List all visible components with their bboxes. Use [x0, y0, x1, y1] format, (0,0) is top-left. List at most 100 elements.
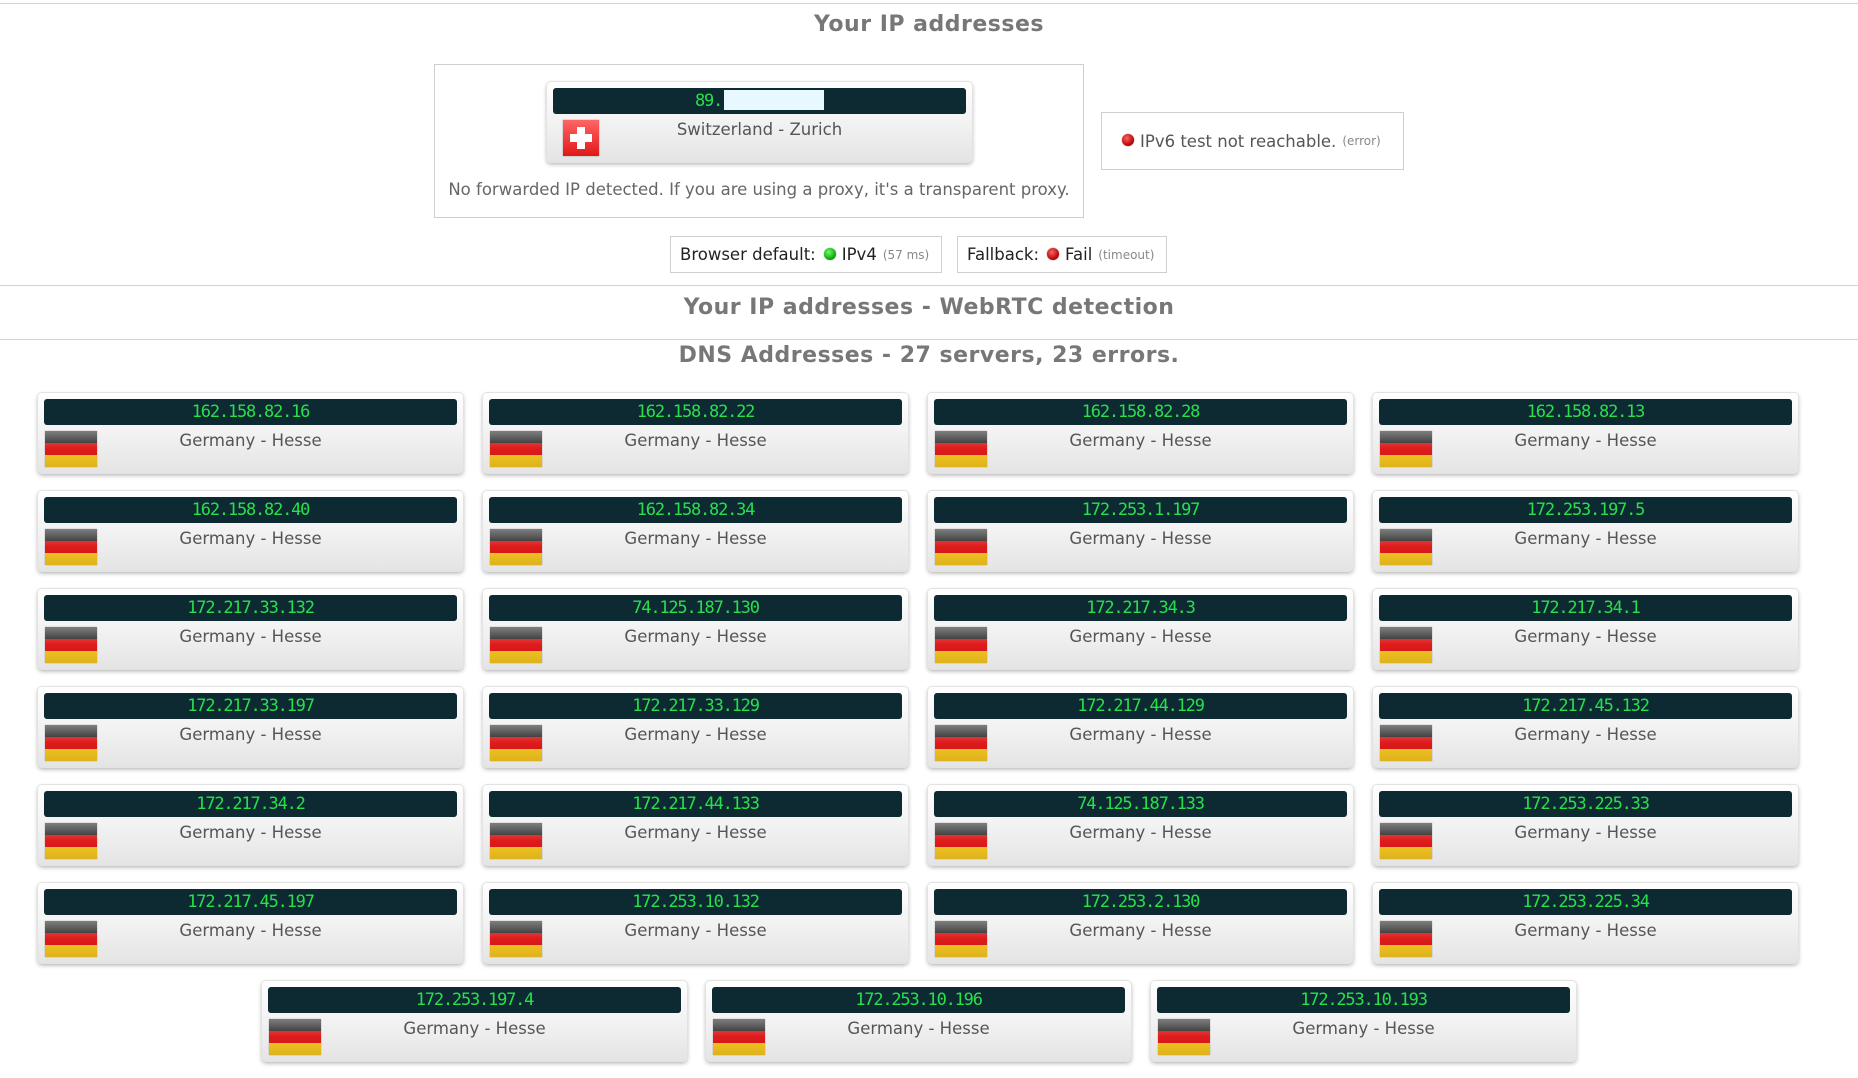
- dns-server-card: 172.217.45.132 Germany - Hesse: [1373, 687, 1798, 767]
- dns-server-location: Germany - Hesse: [179, 627, 322, 646]
- dns-server-location: Germany - Hesse: [1069, 823, 1212, 842]
- dns-server-card: 172.217.44.133 Germany - Hesse: [483, 785, 908, 865]
- proxy-note: No forwarded IP detected. If you are usi…: [448, 180, 1070, 199]
- germany-flag-icon: [45, 725, 97, 761]
- germany-flag-icon: [490, 725, 542, 761]
- dns-server-location: Germany - Hesse: [847, 1019, 990, 1038]
- dns-server-card: 74.125.187.130 Germany - Hesse: [483, 589, 908, 669]
- dns-server-location: Germany - Hesse: [179, 823, 322, 842]
- dns-server-ip: 162.158.82.40: [44, 497, 457, 523]
- dns-server-location: Germany - Hesse: [624, 823, 767, 842]
- germany-flag-icon: [935, 921, 987, 957]
- dns-server-card: 172.253.10.132 Germany - Hesse: [483, 883, 908, 963]
- dns-server-card: 172.253.10.196 Germany - Hesse: [706, 981, 1131, 1061]
- germany-flag-icon: [45, 823, 97, 859]
- redacted-ip-block: [724, 90, 825, 110]
- dns-server-location: Germany - Hesse: [1069, 921, 1212, 940]
- main-ip-location: Switzerland - Zurich: [676, 120, 843, 139]
- germany-flag-icon: [1380, 529, 1432, 565]
- germany-flag-icon: [45, 431, 97, 467]
- dns-server-ip: 172.253.10.196: [712, 987, 1125, 1013]
- dns-server-location: Germany - Hesse: [624, 725, 767, 744]
- dns-server-location: Germany - Hesse: [1292, 1019, 1435, 1038]
- dns-server-card: 172.253.197.4 Germany - Hesse: [262, 981, 687, 1061]
- dns-server-ip: 172.217.34.1: [1379, 595, 1792, 621]
- dns-server-card: 74.125.187.133 Germany - Hesse: [928, 785, 1353, 865]
- main-ip-panel: 89. Switzerland - Zurich No forwarded IP…: [434, 64, 1084, 218]
- dns-server-ip: 172.253.2.130: [934, 889, 1347, 915]
- dns-server-card: 172.217.33.129 Germany - Hesse: [483, 687, 908, 767]
- germany-flag-icon: [1380, 921, 1432, 957]
- germany-flag-icon: [45, 529, 97, 565]
- germany-flag-icon: [490, 823, 542, 859]
- dns-server-ip: 172.217.45.197: [44, 889, 457, 915]
- dns-server-card: 172.217.44.129 Germany - Hesse: [928, 687, 1353, 767]
- dns-server-card: 172.253.1.197 Germany - Hesse: [928, 491, 1353, 571]
- dns-server-location: Germany - Hesse: [624, 921, 767, 940]
- fallback-box: Fallback: Fail (timeout): [957, 236, 1167, 273]
- dns-server-ip: 172.253.225.33: [1379, 791, 1792, 817]
- germany-flag-icon: [1158, 1019, 1210, 1055]
- dns-server-card: 162.158.82.13 Germany - Hesse: [1373, 393, 1798, 473]
- dns-server-ip: 74.125.187.130: [489, 595, 902, 621]
- dns-server-card: 172.253.225.34 Germany - Hesse: [1373, 883, 1798, 963]
- dns-server-card: 172.217.33.197 Germany - Hesse: [38, 687, 463, 767]
- dns-server-ip: 162.158.82.13: [1379, 399, 1792, 425]
- dns-server-location: Germany - Hesse: [1069, 627, 1212, 646]
- dns-server-ip: 172.253.10.193: [1157, 987, 1570, 1013]
- ipv6-status-detail: (error): [1342, 134, 1381, 148]
- ip-addresses-title: Your IP addresses: [814, 12, 1044, 37]
- dns-server-card: 162.158.82.34 Germany - Hesse: [483, 491, 908, 571]
- browser-default-dot-icon: [823, 247, 836, 260]
- dns-server-card: 162.158.82.22 Germany - Hesse: [483, 393, 908, 473]
- dns-server-location: Germany - Hesse: [1069, 529, 1212, 548]
- dns-server-card: 162.158.82.28 Germany - Hesse: [928, 393, 1353, 473]
- dns-server-ip: 172.253.225.34: [1379, 889, 1792, 915]
- dns-server-location: Germany - Hesse: [179, 725, 322, 744]
- dns-server-card: 172.217.33.132 Germany - Hesse: [38, 589, 463, 669]
- dns-server-ip: 162.158.82.28: [934, 399, 1347, 425]
- germany-flag-icon: [490, 431, 542, 467]
- germany-flag-icon: [45, 921, 97, 957]
- germany-flag-icon: [1380, 823, 1432, 859]
- dns-server-card: 172.253.10.193 Germany - Hesse: [1151, 981, 1576, 1061]
- germany-flag-icon: [1380, 431, 1432, 467]
- dns-server-card: 162.158.82.40 Germany - Hesse: [38, 491, 463, 571]
- dns-server-card: 172.253.197.5 Germany - Hesse: [1373, 491, 1798, 571]
- dns-server-location: Germany - Hesse: [1514, 431, 1657, 450]
- dns-server-location: Germany - Hesse: [179, 431, 322, 450]
- dns-server-ip: 172.217.33.197: [44, 693, 457, 719]
- dns-server-card: 172.217.34.3 Germany - Hesse: [928, 589, 1353, 669]
- germany-flag-icon: [935, 627, 987, 663]
- germany-flag-icon: [935, 529, 987, 565]
- dns-server-location: Germany - Hesse: [1069, 431, 1212, 450]
- dns-server-location: Germany - Hesse: [1069, 725, 1212, 744]
- dns-server-ip: 162.158.82.22: [489, 399, 902, 425]
- germany-flag-icon: [1380, 725, 1432, 761]
- germany-flag-icon: [269, 1019, 321, 1055]
- germany-flag-icon: [935, 431, 987, 467]
- browser-default-label: Browser default:: [680, 245, 816, 264]
- switzerland-flag-icon: [563, 120, 599, 156]
- dns-server-ip: 172.217.45.132: [1379, 693, 1792, 719]
- dns-server-ip: 172.253.10.132: [489, 889, 902, 915]
- fallback-label: Fallback:: [967, 245, 1040, 264]
- dns-server-location: Germany - Hesse: [1514, 823, 1657, 842]
- dns-server-card: 172.253.225.33 Germany - Hesse: [1373, 785, 1798, 865]
- browser-default-detail: (57 ms): [882, 247, 930, 262]
- dns-server-ip: 74.125.187.133: [934, 791, 1347, 817]
- dns-server-location: Germany - Hesse: [403, 1019, 546, 1038]
- germany-flag-icon: [45, 627, 97, 663]
- dns-server-card: 172.217.34.2 Germany - Hesse: [38, 785, 463, 865]
- dns-server-location: Germany - Hesse: [624, 627, 767, 646]
- dns-server-card: 162.158.82.16 Germany - Hesse: [38, 393, 463, 473]
- top-divider: [0, 3, 1858, 4]
- main-ip-card: 89. Switzerland - Zurich: [547, 82, 972, 162]
- dns-server-location: Germany - Hesse: [624, 529, 767, 548]
- dns-server-ip: 162.158.82.34: [489, 497, 902, 523]
- germany-flag-icon: [490, 529, 542, 565]
- dns-server-location: Germany - Hesse: [1514, 921, 1657, 940]
- ipv6-status-text: IPv6 test not reachable.: [1140, 131, 1337, 151]
- main-ip-bar: 89.: [553, 88, 966, 114]
- dns-server-card: 172.217.45.197 Germany - Hesse: [38, 883, 463, 963]
